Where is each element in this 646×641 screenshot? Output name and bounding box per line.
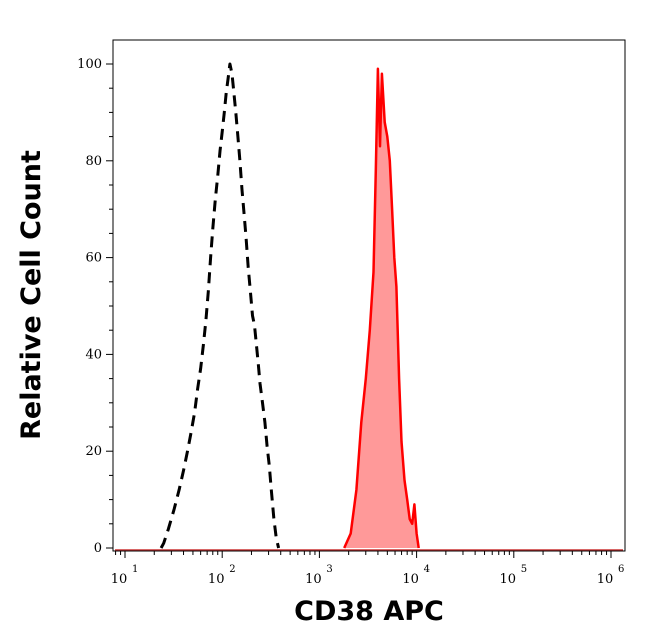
y-tick-label: 40 xyxy=(85,347,102,362)
y-tick-label: 80 xyxy=(85,154,102,169)
y-axis-title: Relative Cell Count xyxy=(16,150,47,440)
x-axis-title: CD38 APC xyxy=(294,596,444,627)
series-lines xyxy=(115,62,623,551)
x-tick-exponent: 3 xyxy=(326,564,332,575)
y-tick-label: 60 xyxy=(85,251,102,266)
y-tick-label: 100 xyxy=(77,57,102,72)
series-fills xyxy=(344,68,419,549)
x-tick-exponent: 1 xyxy=(132,564,138,575)
x-tick-label: 10 xyxy=(208,572,225,587)
x-tick-label: 10 xyxy=(111,572,128,587)
x-tick-label: 10 xyxy=(402,572,419,587)
y-tick-label: 20 xyxy=(85,444,102,459)
x-tick-exponent: 5 xyxy=(521,564,527,575)
series-2-line xyxy=(343,67,420,549)
x-tick-label: 10 xyxy=(597,572,614,587)
axes xyxy=(112,39,626,552)
plot-frame xyxy=(112,39,626,552)
series-1-line xyxy=(159,62,281,549)
y-tick-label: 0 xyxy=(94,541,102,556)
x-tick-label: 10 xyxy=(500,572,517,587)
ticks: 0 20 40 60 80 100 10 1 10 2 10 3 10 4 10 5 10 6 xyxy=(77,57,624,587)
x-tick-exponent: 2 xyxy=(229,564,235,575)
x-tick-exponent: 4 xyxy=(424,564,430,575)
series-2-fill xyxy=(344,68,419,549)
x-tick-exponent: 6 xyxy=(618,564,624,575)
x-tick-label: 10 xyxy=(305,572,322,587)
